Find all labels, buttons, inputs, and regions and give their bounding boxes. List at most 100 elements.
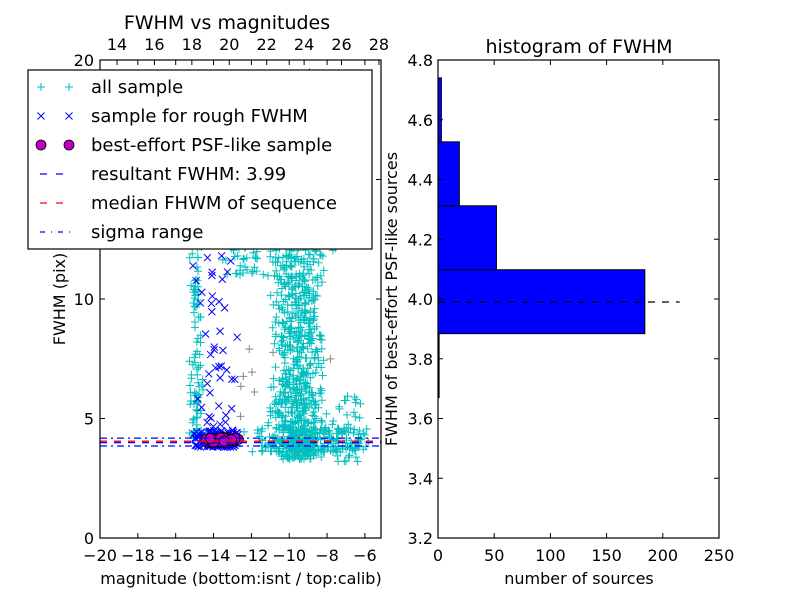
data-point: [283, 300, 292, 309]
data-point: [270, 399, 279, 408]
data-point: [186, 400, 195, 409]
y-tick-label: 4.4: [408, 171, 433, 190]
legend-marker-icon: [37, 83, 45, 91]
data-point: [298, 369, 307, 378]
data-point: [272, 400, 281, 409]
data-point: [189, 261, 197, 270]
legend-item: median FHWM of sequence: [40, 193, 337, 214]
data-point: [286, 332, 295, 341]
data-point: [227, 404, 236, 413]
data-point: [216, 373, 224, 382]
data-point: [283, 317, 292, 326]
y-tick-label: 0: [84, 529, 94, 548]
data-point: [295, 272, 304, 281]
data-point: [306, 443, 315, 452]
data-point: [186, 388, 195, 397]
data-point: [307, 265, 316, 274]
data-point: [276, 261, 285, 270]
data-point: [326, 443, 335, 452]
data-point: [264, 271, 273, 280]
data-point: [333, 451, 342, 460]
data-point: [344, 420, 353, 429]
data-point: [300, 409, 309, 418]
data-point: [292, 379, 301, 388]
legend-item: best-effort PSF-like sample: [35, 135, 332, 156]
data-point: [297, 348, 306, 357]
legend-marker-icon: [65, 112, 73, 120]
data-point: [291, 257, 300, 266]
data-point: [313, 435, 322, 444]
data-point: [301, 354, 310, 363]
data-point: [206, 350, 215, 359]
data-point: [268, 432, 277, 441]
data-point: [364, 437, 373, 446]
data-point: [341, 456, 350, 465]
legend-item: resultant FWHM: 3.99: [40, 164, 286, 185]
histogram-panel: histogram of FWHM 0 50 100 150 200 250 3.2 3.4 3…: [382, 36, 734, 588]
data-point: [203, 379, 212, 388]
data-point: [320, 424, 329, 433]
data-point: [292, 343, 301, 352]
data-point: [316, 335, 325, 344]
data-point: [248, 447, 257, 456]
top-x-tick-label: 16: [144, 35, 164, 54]
data-point: [360, 430, 369, 439]
data-point: [307, 388, 316, 397]
data-point: [273, 406, 282, 415]
data-point: [209, 422, 218, 431]
data-point: [264, 421, 273, 430]
y-tick-label: 3.4: [408, 469, 433, 488]
data-point: [315, 331, 324, 340]
data-point: [335, 404, 344, 413]
data-point: [300, 262, 309, 271]
data-point: [250, 387, 259, 396]
data-point: [350, 425, 359, 434]
data-point: [302, 447, 311, 456]
data-point: [236, 412, 245, 421]
data-point: [247, 368, 256, 377]
x-tick-label: −12: [234, 546, 268, 565]
data-point: [340, 426, 349, 435]
data-point: [196, 361, 205, 370]
series-best-effort-psf-like-sample: [200, 432, 244, 448]
data-point: [300, 275, 309, 284]
data-point: [197, 403, 206, 412]
data-point: [292, 403, 301, 412]
data-point: [253, 425, 262, 434]
data-point: [305, 361, 314, 370]
data-point: [214, 402, 223, 410]
data-point: [294, 392, 303, 401]
data-point: [304, 393, 313, 402]
data-point: [243, 265, 252, 274]
data-point: [333, 425, 342, 434]
series-outliers: [236, 345, 335, 421]
data-point: [310, 412, 319, 421]
legend-marker-icon: [37, 112, 45, 120]
x-tick-label: 150: [591, 546, 622, 565]
data-point: [280, 388, 289, 397]
data-point: [273, 272, 282, 281]
data-point: [283, 307, 292, 316]
data-point: [271, 363, 280, 372]
data-point: [296, 376, 305, 385]
data-point: [346, 443, 355, 452]
data-point: [220, 304, 229, 312]
x-tick-label: 200: [648, 546, 679, 565]
legend-label: sigma range: [91, 222, 203, 243]
data-point: [226, 257, 235, 265]
scatter-hlines: [100, 437, 381, 447]
data-point: [342, 436, 351, 445]
data-point: [222, 411, 230, 420]
data-point: [266, 407, 275, 416]
data-point: [282, 397, 291, 406]
data-point: [284, 280, 293, 289]
data-point: [317, 278, 326, 287]
data-point: [289, 354, 298, 363]
data-point: [193, 253, 202, 262]
data-point: [204, 370, 213, 378]
data-point: [317, 335, 326, 344]
legend-label: median FHWM of sequence: [91, 193, 337, 214]
legend-label: sample for rough FWHM: [91, 106, 308, 127]
data-point: [296, 331, 305, 340]
data-point: [359, 429, 368, 438]
